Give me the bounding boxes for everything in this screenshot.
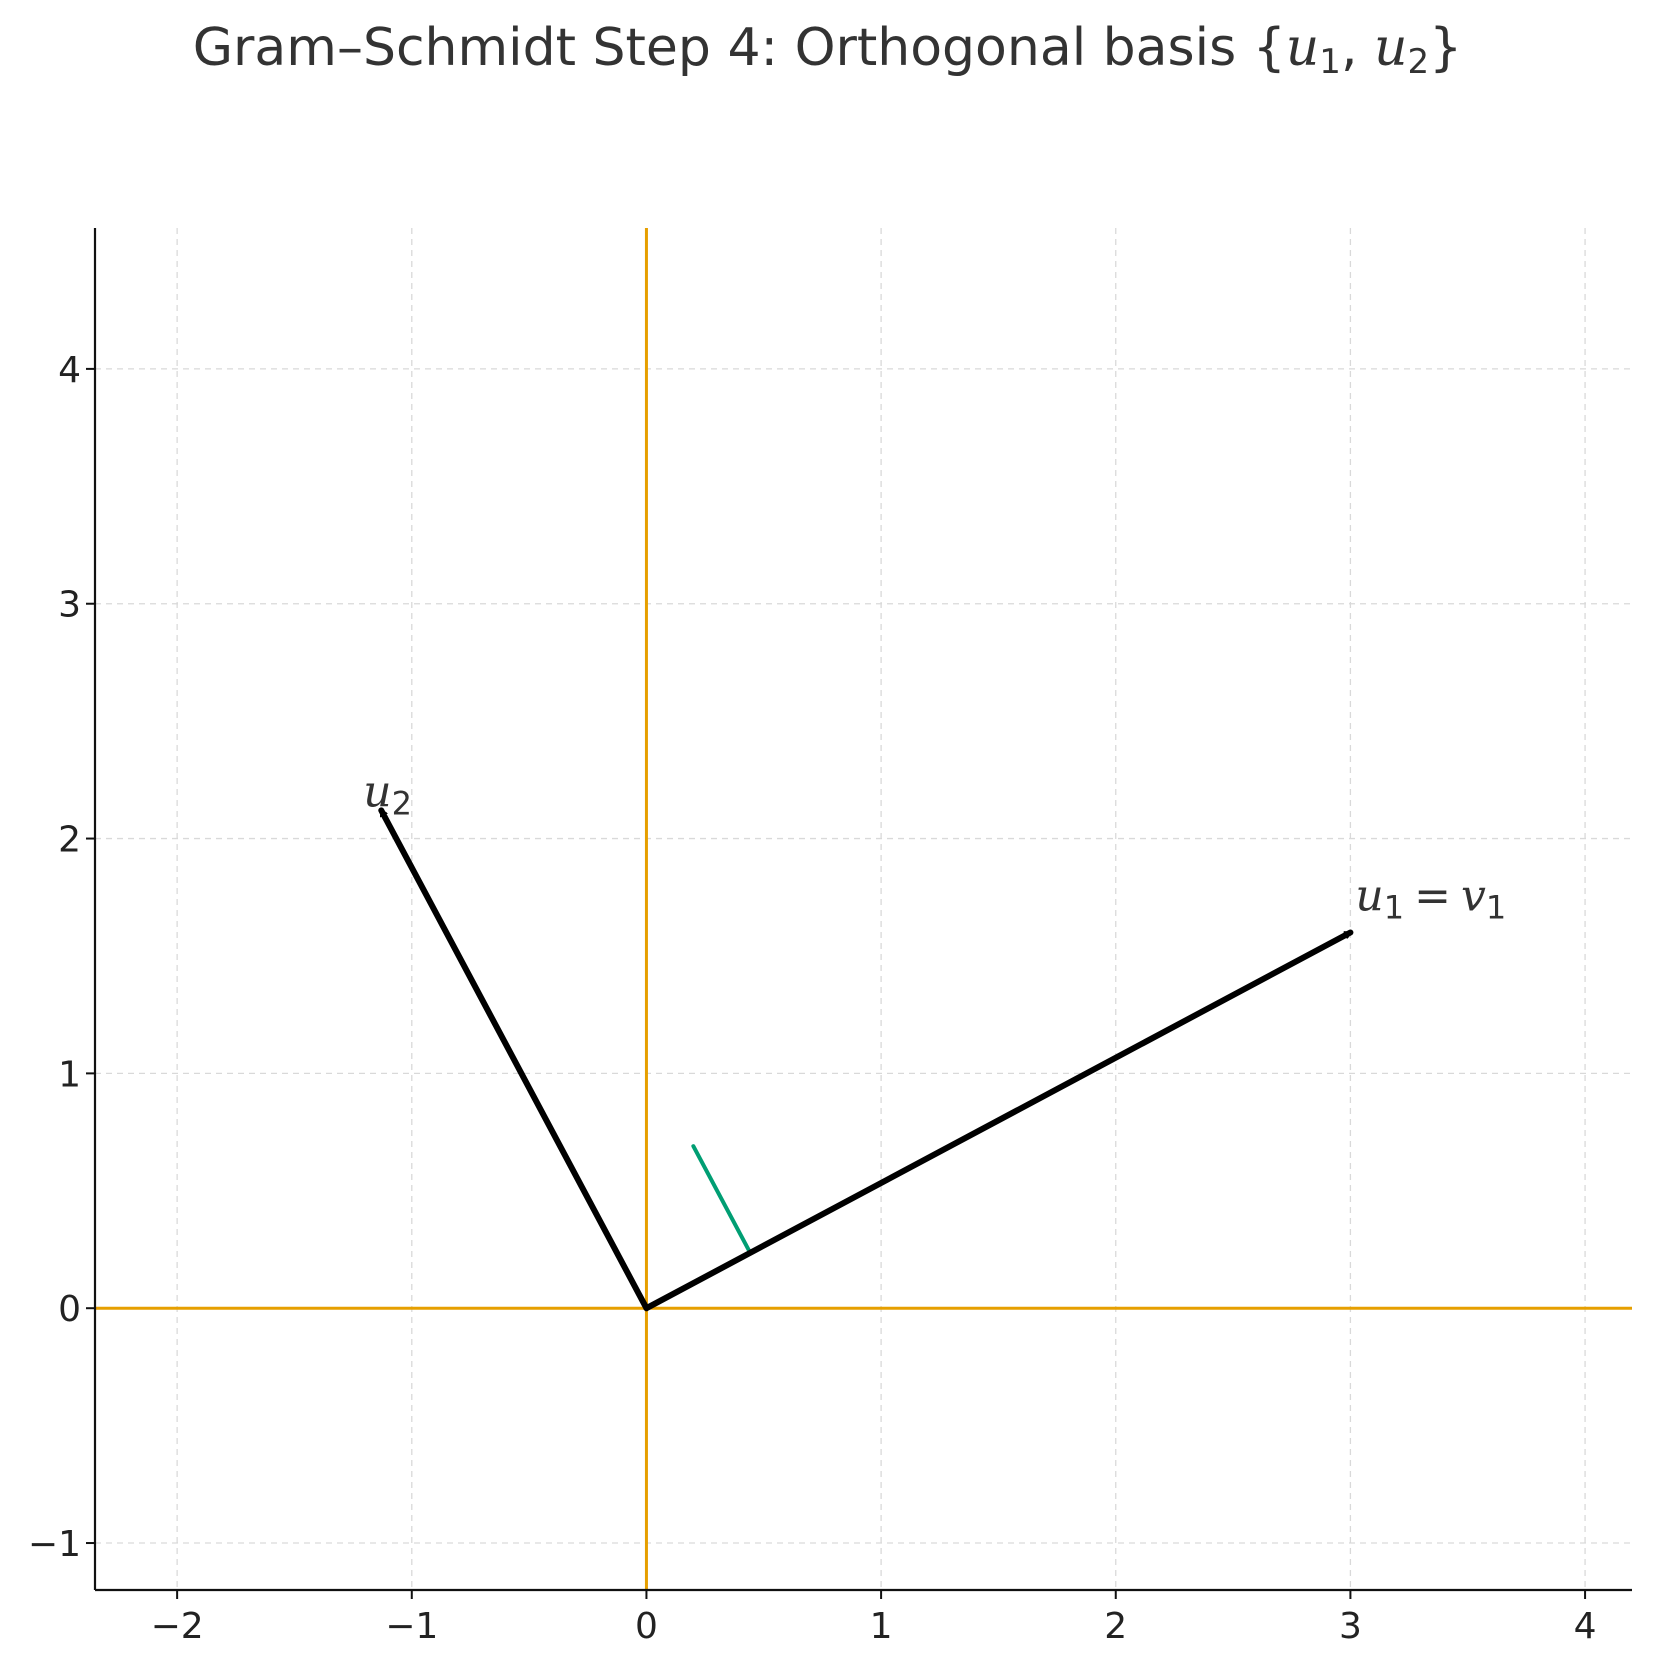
vector-u1 bbox=[643, 929, 1354, 1312]
y-tick-label: 1 bbox=[58, 1054, 81, 1095]
y-tick-label: 4 bbox=[58, 350, 81, 391]
right-angle-marker bbox=[691, 1144, 752, 1254]
x-tick-label: 2 bbox=[1104, 1606, 1127, 1647]
x-tick-label: −2 bbox=[151, 1606, 204, 1647]
y-tick-label: 2 bbox=[58, 820, 81, 861]
x-tick-label: 1 bbox=[870, 1606, 893, 1647]
x-tick-label: 3 bbox=[1339, 1606, 1362, 1647]
chart-title: Gram–Schmidt Step 4: Orthogonal basis {u… bbox=[192, 18, 1463, 82]
vector-u1-label: u1 = v1 bbox=[1355, 870, 1506, 926]
y-tick-label: 0 bbox=[58, 1289, 81, 1330]
vector-u2-label: u2 bbox=[363, 766, 412, 822]
x-tick-label: 4 bbox=[1574, 1606, 1597, 1647]
y-tick-label: −1 bbox=[28, 1524, 81, 1565]
x-tick-label: −1 bbox=[385, 1606, 438, 1647]
vector-u2 bbox=[378, 807, 650, 1312]
x-tick-label: 0 bbox=[635, 1606, 658, 1647]
y-tick-label: 3 bbox=[58, 585, 81, 626]
